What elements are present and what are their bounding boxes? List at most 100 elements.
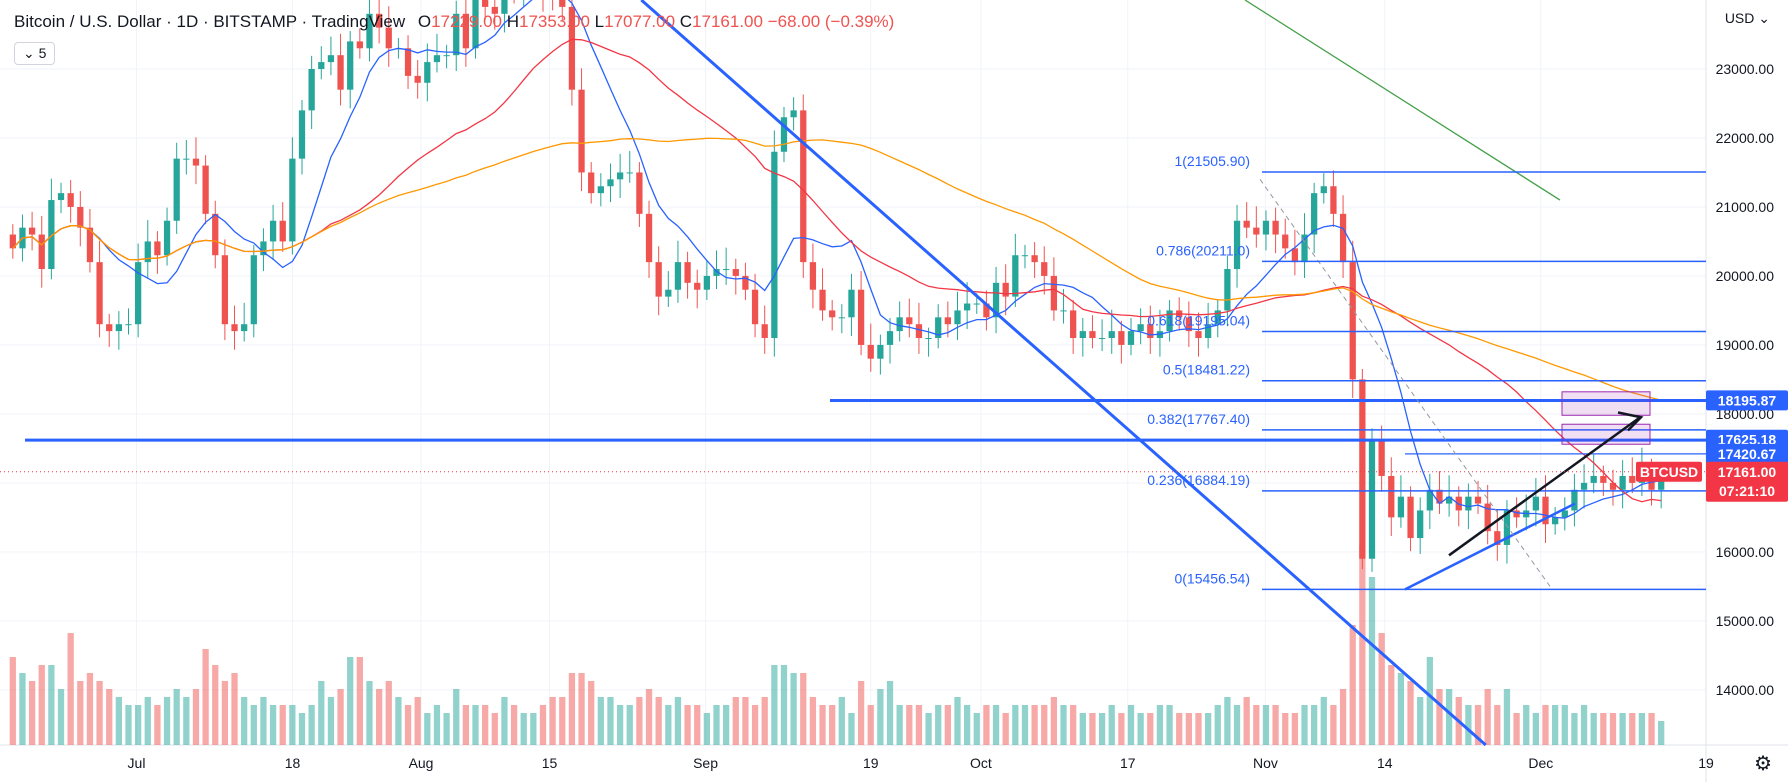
candle-body: [935, 317, 942, 339]
candle-body: [1378, 441, 1385, 476]
candle-body: [1349, 262, 1356, 380]
volume-bar: [674, 697, 682, 745]
volume-bar: [626, 705, 633, 745]
current-price-tag-box: [1706, 461, 1788, 502]
ma-fast-line: [12, 0, 1662, 519]
price-tag-box: [1706, 390, 1788, 411]
candle-body: [1552, 517, 1559, 525]
candle-body: [1629, 475, 1636, 483]
x-tick-label: 14: [1377, 755, 1393, 771]
candle-body: [1580, 482, 1588, 490]
chart-header: Bitcoin / U.S. Dollar · 1D · BITSTAMP · …: [14, 12, 894, 32]
volume-bar: [723, 705, 730, 745]
low-value: 17077.00: [604, 12, 676, 31]
volume-bar: [250, 705, 257, 745]
volume-bar: [501, 697, 508, 745]
volume-bar: [983, 705, 990, 745]
candle-body: [1301, 234, 1308, 263]
volume-bar: [1272, 705, 1279, 745]
volume-bar: [1590, 713, 1597, 745]
ohlc-readout: O17229.00 H17353.00 L17077.00 C17161.00 …: [417, 12, 895, 31]
volume-bar: [163, 697, 171, 745]
x-tick-label: 17: [1120, 755, 1136, 771]
candle-body: [1320, 186, 1327, 194]
x-tick-label: 19: [863, 755, 879, 771]
fib-level-label: 0.382(17767.40): [1147, 411, 1250, 427]
candle-body: [983, 303, 990, 318]
volume-bar: [809, 697, 817, 745]
volume-bar: [645, 689, 653, 745]
candle-body: [1060, 310, 1067, 312]
candle-body: [829, 310, 836, 318]
volume-bar: [549, 697, 556, 745]
volume-bar: [819, 705, 826, 745]
symbol-title[interactable]: Bitcoin / U.S. Dollar · 1D · BITSTAMP · …: [14, 12, 406, 31]
volume-bar: [1050, 697, 1058, 745]
candle-body: [1185, 317, 1192, 332]
volume-bar: [1417, 697, 1424, 745]
price-tag-label: 17625.18: [1718, 432, 1777, 448]
candle-body: [848, 289, 855, 318]
gear-icon[interactable]: ⚙: [1754, 753, 1772, 775]
candle-body: [674, 262, 682, 290]
volume-bar: [38, 665, 45, 745]
candle-body: [703, 275, 710, 290]
volume-bar: [597, 697, 604, 745]
volume-bar: [1243, 697, 1250, 745]
volume-bar: [1262, 705, 1270, 745]
candle-body: [144, 241, 151, 263]
volume-bar: [1436, 689, 1443, 745]
volume-bar: [1031, 705, 1038, 745]
current-price-label: 17161.00: [1718, 464, 1777, 480]
candle-body: [231, 324, 238, 332]
indicators-toggle-button[interactable]: ⌄ 5: [14, 42, 56, 65]
candle-body: [318, 62, 325, 69]
y-tick-label: 22000.00: [1716, 130, 1775, 146]
candle-body: [183, 158, 190, 160]
fib-level-label: 0.236(16884.19): [1147, 472, 1250, 488]
ma-mid-line: [12, 38, 1662, 503]
candle-body: [1465, 496, 1472, 511]
volume-bar: [1513, 713, 1520, 745]
candle-body: [578, 89, 585, 173]
volume-bar: [1070, 705, 1077, 745]
volume-bar: [1349, 625, 1356, 745]
candle-body: [626, 172, 633, 174]
volume-bar: [944, 705, 951, 745]
candle-body: [337, 55, 344, 90]
candle-body: [154, 241, 161, 256]
change-value: −68.00 (−0.39%): [767, 12, 895, 31]
volume-bar: [1503, 689, 1511, 745]
candle-body: [298, 110, 306, 159]
volume-bar: [857, 681, 865, 745]
volume-bar: [9, 657, 16, 745]
candle-body: [1233, 220, 1241, 270]
candle-body: [482, 0, 489, 7]
volume-bar: [433, 705, 441, 745]
candle-body: [616, 172, 624, 180]
candle-body: [1098, 338, 1106, 340]
price-tag-box: [1706, 443, 1788, 464]
volume-bar: [1330, 705, 1337, 745]
candle-body: [1619, 475, 1626, 490]
channel-lower-line: [1404, 502, 1576, 591]
x-tick-label: Jul: [128, 755, 146, 771]
volume-bar: [48, 665, 55, 745]
volume-bar: [1388, 665, 1395, 745]
volume-bar: [115, 697, 122, 745]
indicators-count: 5: [38, 45, 47, 61]
candle-body: [597, 186, 604, 194]
candle-body: [1484, 503, 1491, 532]
chevron-down-icon: ⌄: [23, 45, 35, 61]
currency-selector[interactable]: USD ⌄: [1724, 10, 1770, 26]
x-tick-label: Oct: [970, 755, 992, 771]
candle-body: [9, 234, 16, 249]
candle-body: [906, 317, 913, 325]
volume-bar: [1108, 705, 1115, 745]
candle-body: [1513, 510, 1520, 518]
descending-trendline: [640, 0, 1487, 747]
candle-body: [1311, 193, 1318, 235]
candle-body: [886, 331, 894, 345]
volume-bar: [694, 705, 701, 745]
